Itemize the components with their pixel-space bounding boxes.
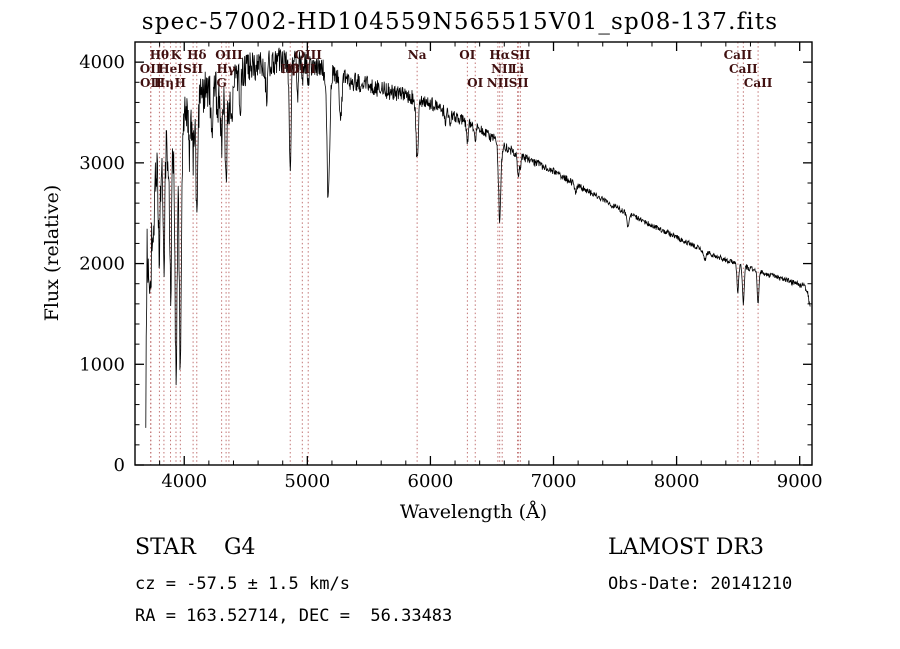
line-label-Hδ: Hδ xyxy=(187,48,206,62)
line-label-K: K xyxy=(171,48,182,62)
line-label-SII: SII xyxy=(509,76,529,90)
x-tick-label: 6000 xyxy=(408,471,454,492)
line-label-SII: SII xyxy=(183,62,203,76)
line-label-OIII: OIII xyxy=(295,48,323,62)
line-label-Hθ: Hθ xyxy=(150,48,169,62)
line-label-Hα: Hα xyxy=(489,48,510,62)
line-label-HeI: HeI xyxy=(158,62,183,76)
line-label-CaII: CaII xyxy=(729,62,758,76)
y-tick-label: 1000 xyxy=(79,354,125,375)
y-tick-label: 3000 xyxy=(79,153,125,174)
line-label-NII: NII xyxy=(487,76,510,90)
line-label-SII: SII xyxy=(510,48,530,62)
line-label-OI: OI xyxy=(467,76,483,90)
y-tick-label: 4000 xyxy=(79,52,125,73)
classification-label: STAR G4 xyxy=(135,535,256,560)
line-label-OII: OII xyxy=(140,76,162,90)
line-label-H: H xyxy=(175,76,186,90)
cz-value: cz = -57.5 ± 1.5 km/s xyxy=(135,574,350,594)
x-axis-label: Wavelength (Å) xyxy=(399,501,548,523)
y-tick-label: 2000 xyxy=(79,254,125,275)
line-label-Hη: Hη xyxy=(154,76,174,90)
line-label-NII: NII xyxy=(491,62,514,76)
x-tick-label: 8000 xyxy=(654,471,700,492)
line-label-OIII: OIII xyxy=(289,62,317,76)
line-label-Na: Na xyxy=(408,48,427,62)
line-label-G: G xyxy=(217,76,227,90)
line-label-Li: Li xyxy=(511,62,524,76)
survey-label: LAMOST DR3 xyxy=(608,535,764,560)
plot-title: spec-57002-HD104559N565515V01_sp08-137.f… xyxy=(141,9,779,35)
line-label-CaII: CaII xyxy=(744,76,773,90)
x-tick-label: 4000 xyxy=(161,471,207,492)
obs-date-value: Obs-Date: 20141210 xyxy=(608,574,793,594)
line-label-Hβ: Hβ xyxy=(281,62,300,76)
line-label-CaII: CaII xyxy=(724,48,753,62)
y-axis-label: Flux (relative) xyxy=(41,184,63,322)
y-tick-label: 0 xyxy=(114,455,125,476)
line-label-Hγ: Hγ xyxy=(216,62,235,76)
x-tick-label: 9000 xyxy=(777,471,823,492)
plot-frame xyxy=(134,41,813,466)
x-tick-label: 5000 xyxy=(284,471,330,492)
spectrum-path xyxy=(145,47,811,428)
line-label-OII: OII xyxy=(140,62,162,76)
x-tick-label: 7000 xyxy=(531,471,577,492)
line-label-OIII: OIII xyxy=(215,48,243,62)
ra-dec-value: RA = 163.52714, DEC = 56.33483 xyxy=(135,606,453,626)
line-label-OI: OI xyxy=(459,48,475,62)
